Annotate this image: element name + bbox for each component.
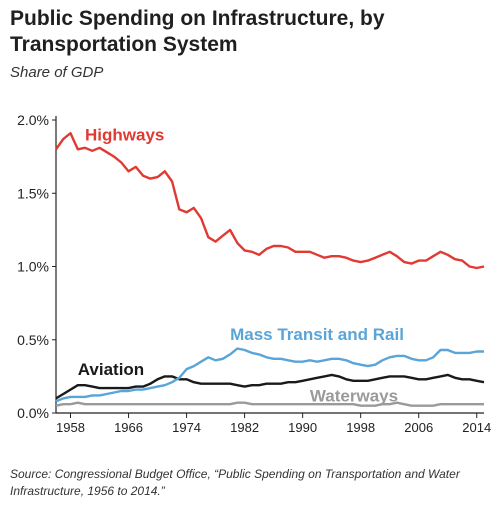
series-line-highways — [55, 132, 485, 270]
y-tick-label: 0.0% — [17, 405, 49, 421]
x-tick-label: 1974 — [172, 420, 201, 435]
line-chart: 0.0% 0.5% 1.0% 1.5% 2.0% 1958 1966 1974 1982 199… — [17, 112, 491, 435]
x-tick-label: 2006 — [404, 420, 433, 435]
y-tick-label: 1.0% — [17, 259, 49, 275]
y-axis-ticks: 0.0% 0.5% 1.0% 1.5% 2.0% — [17, 112, 56, 421]
x-tick-label: 2014 — [462, 420, 491, 435]
x-axis-ticks: 1958 1966 1974 1982 1990 1998 2006 2014 — [56, 413, 491, 435]
chart-title: Public Spending on Infrastructure, by Tr… — [10, 7, 385, 56]
x-tick-label: 1998 — [346, 420, 375, 435]
x-tick-label: 1982 — [230, 420, 259, 435]
series-labels: Highways Mass Transit and Rail Aviation Wat… — [78, 126, 404, 406]
x-tick-label: 1966 — [114, 420, 143, 435]
series-label-waterways: Waterways — [310, 386, 398, 405]
chart-axes — [55, 116, 484, 414]
source-note: Source: Congressional Budget Office, “Pu… — [10, 467, 460, 498]
series-line-aviation — [55, 373, 485, 400]
series-lines — [55, 132, 485, 407]
x-tick-label: 1958 — [56, 420, 85, 435]
series-line-mass-transit-and-rail — [55, 347, 484, 403]
series-label-mass-transit-and-rail: Mass Transit and Rail — [230, 325, 404, 344]
series-line-waterways — [55, 401, 484, 407]
series-label-aviation: Aviation — [78, 360, 144, 379]
y-tick-label: 2.0% — [17, 112, 49, 128]
y-tick-label: 0.5% — [17, 332, 49, 348]
chart-subtitle: Share of GDP — [10, 64, 104, 81]
y-tick-label: 1.5% — [17, 185, 49, 201]
series-label-highways: Highways — [85, 126, 164, 145]
x-tick-label: 1990 — [288, 420, 317, 435]
